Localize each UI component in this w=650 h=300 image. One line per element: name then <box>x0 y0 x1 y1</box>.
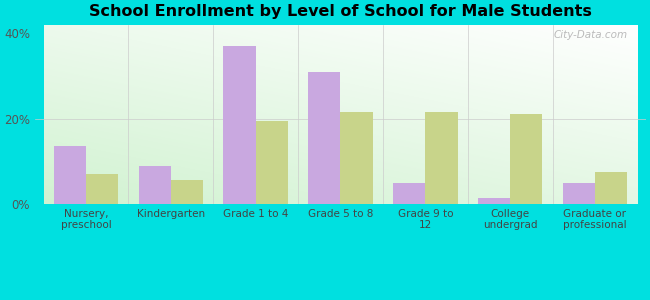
Bar <box>224 46 255 204</box>
Bar <box>393 183 425 204</box>
Bar <box>478 198 510 204</box>
Title: School Enrollment by Level of School for Male Students: School Enrollment by Level of School for… <box>89 4 592 19</box>
Text: City-Data.com: City-Data.com <box>553 30 627 40</box>
Bar <box>86 174 118 204</box>
Bar <box>563 183 595 204</box>
Bar <box>308 71 341 204</box>
Bar <box>138 166 171 204</box>
Bar <box>54 146 86 204</box>
Bar <box>510 114 542 204</box>
Bar <box>255 121 288 204</box>
Bar <box>595 172 627 204</box>
Bar <box>425 112 458 204</box>
Bar <box>341 112 372 204</box>
Bar <box>171 181 203 204</box>
